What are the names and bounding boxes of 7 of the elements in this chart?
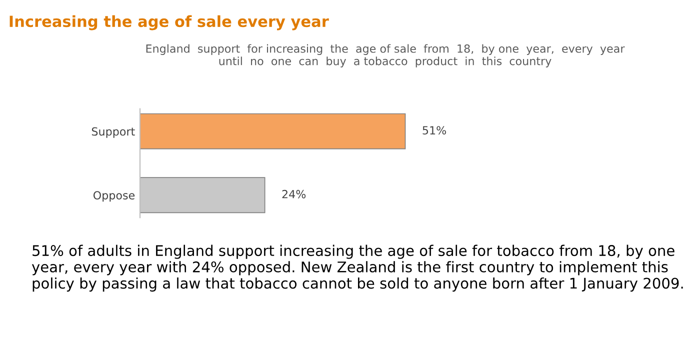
y-tick-label: Support — [92, 127, 135, 138]
text: 51% of adults in England support increasing the age of sale for tobacco from 18, by one year, every year with 24% opposed. New Zealand is the first country to implement this policy by passing a law that tobacco cannot be sold to anyone born after 1 January 2009. — [32, 244, 683, 292]
chart-subtitle: England support for increasing the age of sale from 18, by one year, every year until no one can buy a tobacco product in this country — [146, 44, 625, 68]
data-label: 51% — [422, 126, 446, 135]
y-tick-label: Oppose — [93, 191, 135, 202]
chart-title: Increasing the age of sale every year — [10, 15, 329, 30]
data-label: 24% — [282, 190, 306, 198]
